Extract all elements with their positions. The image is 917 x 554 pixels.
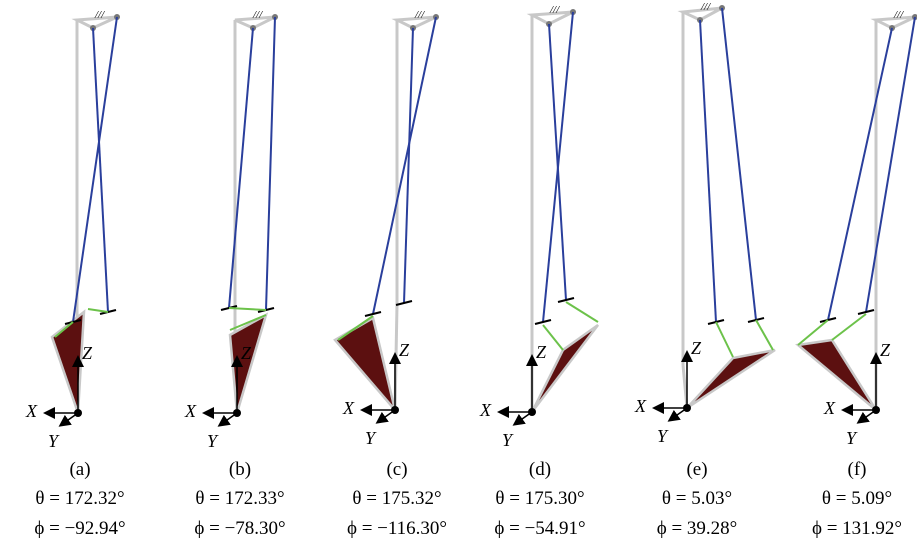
ground-hatch: /// <box>700 1 711 13</box>
panel-label: (e) <box>686 459 707 480</box>
theta-value: θ = 172.32° <box>35 488 124 509</box>
link <box>566 302 598 322</box>
theta-value: θ = 5.03° <box>662 488 732 509</box>
y-axis-label: Y <box>48 431 60 451</box>
y-axis-label: Y <box>502 430 514 450</box>
panel-label: (f) <box>848 459 867 480</box>
cable <box>828 28 892 320</box>
theta-value: θ = 175.30° <box>495 488 584 509</box>
x-axis-label: X <box>823 398 836 418</box>
figure: ///XYZ(a)θ = 172.32°ϕ = −92.94°///XYZ(b)… <box>0 0 917 554</box>
z-axis-label: Z <box>399 340 410 360</box>
ground-hatch: /// <box>94 9 105 21</box>
phi-value: ϕ = 39.28° <box>657 518 738 539</box>
panel-label: (d) <box>529 459 551 480</box>
phi-value: ϕ = −116.30° <box>347 518 447 539</box>
theta-value: θ = 172.33° <box>195 488 284 509</box>
link <box>716 322 733 357</box>
ground-hatch: /// <box>252 9 263 21</box>
x-axis-label: X <box>342 398 355 418</box>
z-axis-label: Z <box>880 340 891 360</box>
x-axis-label: X <box>634 396 647 416</box>
origin <box>683 404 691 412</box>
origin <box>74 409 82 417</box>
panel-label: (b) <box>229 459 251 480</box>
cable <box>229 28 253 308</box>
z-axis-label: Z <box>241 343 252 363</box>
link <box>832 314 866 340</box>
x-axis-label: X <box>25 401 38 421</box>
ground-hatch: /// <box>414 9 425 21</box>
origin <box>391 406 399 414</box>
ground-hatch: /// <box>893 9 904 21</box>
origin <box>233 409 241 417</box>
origin <box>872 406 880 414</box>
theta-value: θ = 5.09° <box>822 488 892 509</box>
z-axis-label: Z <box>536 342 547 362</box>
phi-value: ϕ = −54.91° <box>494 518 585 539</box>
link <box>756 320 773 350</box>
phi-value: ϕ = −92.94° <box>34 518 125 539</box>
link <box>88 309 108 312</box>
panel-label: (a) <box>69 459 90 480</box>
origin <box>528 408 536 416</box>
y-axis-label: Y <box>657 426 669 446</box>
phi-value: ϕ = −78.30° <box>194 518 285 539</box>
platform <box>687 350 775 408</box>
panel-label: (c) <box>386 459 407 480</box>
cable <box>722 8 756 320</box>
y-axis-label: Y <box>365 428 377 448</box>
x-axis-label: X <box>479 400 492 420</box>
z-axis-label: Z <box>82 343 93 363</box>
cable <box>866 17 915 312</box>
cable <box>543 12 573 322</box>
ground-hatch: /// <box>549 4 560 16</box>
theta-value: θ = 175.32° <box>352 488 441 509</box>
cable <box>266 17 275 310</box>
platform <box>532 325 598 412</box>
y-axis-label: Y <box>207 431 219 451</box>
y-axis-label: Y <box>846 428 858 448</box>
cable <box>700 20 716 322</box>
z-axis-label: Z <box>691 338 702 358</box>
platform <box>798 340 876 410</box>
x-axis-label: X <box>184 401 197 421</box>
phi-value: ϕ = 131.92° <box>812 518 902 539</box>
platform <box>335 318 395 410</box>
